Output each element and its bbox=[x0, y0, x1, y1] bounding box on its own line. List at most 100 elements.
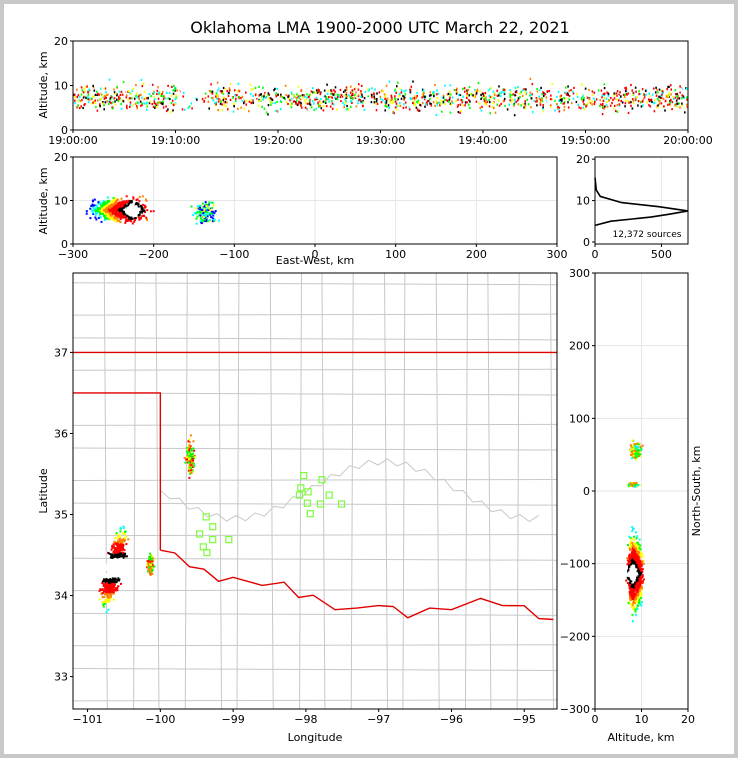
x-tick-label: −98 bbox=[294, 713, 317, 726]
source-point bbox=[635, 573, 637, 576]
source-point bbox=[178, 91, 181, 94]
station-marker bbox=[209, 535, 217, 544]
source-point bbox=[334, 90, 336, 93]
source-point bbox=[458, 99, 461, 102]
source-point bbox=[640, 594, 643, 596]
source-point bbox=[111, 212, 114, 215]
source-point bbox=[522, 94, 524, 97]
source-point bbox=[640, 597, 643, 599]
source-point bbox=[586, 96, 589, 99]
source-point bbox=[374, 88, 376, 91]
source-point bbox=[635, 90, 637, 93]
source-point bbox=[686, 96, 688, 99]
source-point bbox=[132, 197, 135, 200]
source-point bbox=[193, 212, 196, 214]
source-point bbox=[637, 446, 640, 449]
source-point bbox=[136, 105, 138, 108]
source-point bbox=[95, 212, 98, 214]
source-point bbox=[563, 101, 566, 104]
source-point bbox=[170, 110, 172, 113]
source-point bbox=[558, 106, 561, 110]
source-point bbox=[637, 552, 640, 555]
source-point bbox=[346, 95, 348, 98]
source-point bbox=[543, 104, 546, 107]
source-point bbox=[498, 92, 501, 95]
source-point bbox=[90, 204, 93, 207]
source-point bbox=[634, 571, 637, 574]
source-point bbox=[121, 557, 124, 560]
source-point bbox=[109, 596, 112, 599]
ns-sources bbox=[625, 439, 645, 623]
source-point bbox=[318, 105, 320, 108]
source-point bbox=[509, 97, 512, 100]
source-point bbox=[192, 440, 195, 443]
source-point bbox=[80, 86, 83, 89]
source-point bbox=[514, 86, 517, 89]
source-point bbox=[640, 572, 643, 575]
source-point bbox=[116, 554, 119, 557]
source-point bbox=[126, 204, 129, 207]
time-height-panel: 19:00:00 19:10:00 19:20:00 19:30:00 19:40:00… bbox=[37, 35, 713, 147]
source-point bbox=[241, 95, 244, 98]
source-point bbox=[355, 91, 357, 94]
source-point bbox=[138, 95, 140, 98]
source-point bbox=[124, 221, 127, 224]
source-point bbox=[638, 561, 641, 563]
source-point bbox=[125, 217, 128, 220]
source-point bbox=[110, 553, 113, 556]
source-point bbox=[219, 98, 221, 101]
source-point bbox=[616, 110, 619, 113]
source-point bbox=[188, 446, 191, 449]
source-point bbox=[80, 93, 83, 96]
source-point bbox=[99, 103, 101, 106]
source-point bbox=[98, 598, 101, 601]
source-point bbox=[105, 598, 108, 601]
source-point bbox=[188, 451, 191, 454]
source-point bbox=[201, 219, 204, 222]
source-point bbox=[114, 215, 117, 218]
source-point bbox=[124, 531, 126, 533]
source-point bbox=[116, 207, 118, 210]
source-point bbox=[634, 589, 637, 592]
source-point bbox=[519, 96, 521, 99]
source-point bbox=[422, 89, 425, 92]
source-point bbox=[152, 210, 155, 213]
source-point bbox=[432, 101, 435, 104]
source-point bbox=[343, 104, 346, 107]
source-point bbox=[103, 206, 106, 209]
source-point bbox=[639, 553, 642, 556]
source-point bbox=[354, 93, 356, 97]
source-point bbox=[151, 563, 154, 566]
source-point bbox=[636, 96, 638, 99]
source-point bbox=[608, 99, 610, 102]
source-point bbox=[193, 465, 196, 468]
source-point bbox=[195, 207, 197, 210]
source-point bbox=[576, 93, 578, 96]
source-point bbox=[639, 92, 642, 96]
source-point bbox=[206, 214, 209, 217]
source-point bbox=[462, 87, 464, 90]
source-point bbox=[267, 92, 270, 95]
source-point bbox=[174, 87, 177, 90]
source-point bbox=[444, 103, 447, 106]
source-point bbox=[190, 467, 192, 470]
y-tick-label: 10 bbox=[576, 195, 590, 208]
source-point bbox=[110, 97, 113, 101]
source-point bbox=[94, 216, 97, 219]
source-point bbox=[455, 99, 457, 103]
source-point bbox=[559, 95, 562, 98]
source-point bbox=[283, 96, 285, 100]
source-point bbox=[110, 566, 113, 568]
source-point bbox=[436, 97, 439, 100]
source-point bbox=[385, 94, 387, 97]
source-point bbox=[638, 588, 641, 591]
source-point bbox=[497, 99, 500, 102]
source-point bbox=[464, 104, 466, 107]
source-point bbox=[430, 100, 432, 103]
source-point bbox=[226, 101, 228, 104]
source-point bbox=[94, 93, 97, 96]
source-point bbox=[102, 101, 104, 104]
source-point bbox=[632, 550, 635, 553]
source-point bbox=[143, 102, 145, 105]
source-point bbox=[143, 215, 146, 218]
